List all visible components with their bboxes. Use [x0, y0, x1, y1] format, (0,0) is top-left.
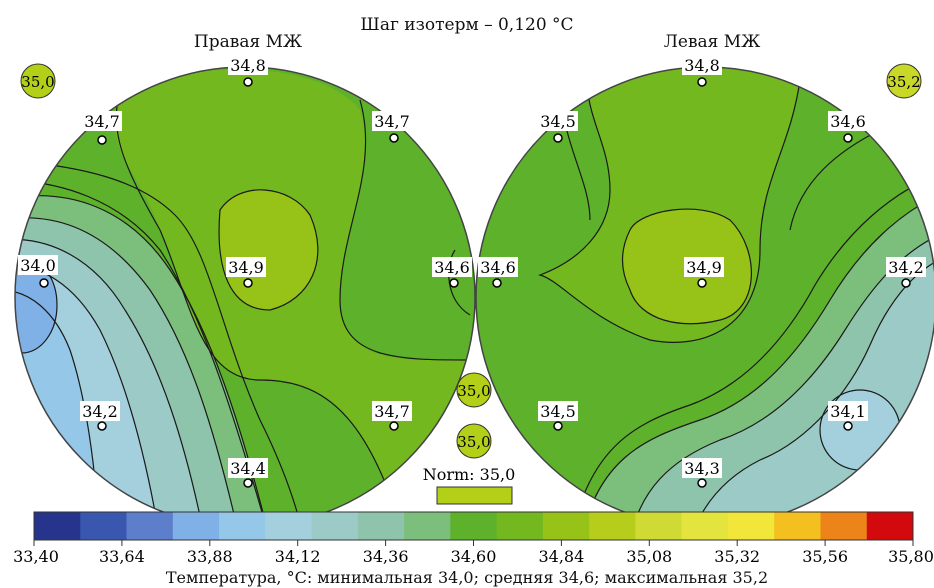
left-point-upper-left-value: 34,5 — [540, 112, 576, 131]
scale-tick-label: 35,56 — [802, 547, 848, 566]
right-point-bottom: 34,4 — [228, 458, 268, 488]
left-point-center: 34,9 — [684, 257, 724, 288]
left-point-upper-left: 34,5 — [538, 111, 578, 143]
middle-badge-lower-value: 35,0 — [457, 433, 490, 451]
right-point-bottom-value: 34,4 — [230, 459, 266, 478]
left-point-center-value: 34,9 — [686, 258, 722, 277]
right-point-upper-left-value: 34,7 — [84, 112, 120, 131]
left-point-top-value: 34,8 — [684, 56, 720, 75]
left-breast-label: Левая МЖ — [664, 32, 761, 52]
corner-badge-right: 35,0 — [20, 63, 56, 99]
scale-tick-label: 35,32 — [714, 547, 760, 566]
corner-badge-left: 35,2 — [886, 63, 922, 99]
scale-swatch — [727, 512, 775, 540]
temperature-summary: Температура, °C: минимальная 34,0; средн… — [166, 568, 768, 587]
right-point-center-value: 34,9 — [228, 258, 264, 277]
scale-swatch — [542, 512, 590, 540]
scale-tick-label: 34,60 — [451, 547, 497, 566]
right-point-center: 34,9 — [226, 257, 266, 288]
scale-tick-label: 34,84 — [538, 547, 584, 566]
scale-swatch — [219, 512, 266, 540]
scale-swatch — [311, 512, 359, 540]
left-point-lower-left-value: 34,5 — [540, 402, 576, 421]
left-point-top: 34,8 — [682, 55, 722, 87]
scale-tick-label: 33,40 — [13, 547, 59, 566]
scale-swatch — [589, 512, 636, 540]
scale-swatch — [172, 512, 220, 540]
right-point-lower-right: 34,7 — [372, 401, 412, 431]
scale-swatch — [681, 512, 729, 540]
right-point-lower-right-value: 34,7 — [374, 402, 410, 421]
left-point-bottom: 34,3 — [682, 458, 722, 488]
right-point-upper-right: 34,7 — [372, 111, 412, 143]
corner-badge-right-value: 35,0 — [21, 73, 54, 91]
scale-tick-label: 35,80 — [888, 547, 934, 566]
scale-tick-label: 33,88 — [187, 547, 233, 566]
middle-badge-upper-value: 35,0 — [457, 382, 490, 400]
left-point-upper-right: 34,6 — [828, 111, 868, 143]
middle-badge-lower: 35,0 — [456, 423, 492, 459]
left-point-upper-right-value: 34,6 — [830, 112, 866, 131]
left-point-left-value: 34,6 — [480, 258, 516, 277]
corner-badge-left-value: 35,2 — [887, 73, 920, 91]
right-breast-map — [14, 66, 476, 528]
right-point-top: 34,8 — [228, 55, 268, 87]
right-point-right-value: 34,6 — [434, 258, 470, 277]
right-point-lower-left: 34,2 — [80, 401, 120, 431]
right-point-upper-left: 34,7 — [82, 111, 122, 145]
scale-swatch — [265, 512, 313, 540]
norm-swatch — [436, 486, 513, 505]
scale-swatch — [450, 512, 498, 540]
scale-tick-label: 34,36 — [363, 547, 409, 566]
left-point-lower-right-value: 34,1 — [830, 402, 866, 421]
scale-swatch — [80, 512, 128, 540]
right-point-top-value: 34,8 — [230, 56, 266, 75]
left-point-left: 34,6 — [478, 257, 518, 288]
temperature-scale-ticks: 33,40 33,64 33,88 34,12 34,36 34,60 34,84 35,08… — [13, 540, 934, 566]
scale-swatch — [126, 512, 174, 540]
norm-label: Norm: 35,0 — [423, 465, 516, 484]
left-point-right-value: 34,2 — [888, 258, 924, 277]
scale-swatch — [404, 512, 451, 540]
middle-badge-upper: 35,0 — [456, 372, 492, 408]
scale-tick-label: 35,08 — [626, 547, 672, 566]
right-point-left-value: 34,0 — [20, 256, 56, 275]
isotherm-step-title: Шаг изотерм – 0,120 °C — [360, 15, 573, 35]
temperature-scale-bar — [33, 511, 914, 541]
left-point-bottom-value: 34,3 — [684, 459, 720, 478]
right-point-upper-right-value: 34,7 — [374, 112, 410, 131]
right-breast-label: Правая МЖ — [194, 32, 302, 52]
scale-swatch — [635, 512, 683, 540]
right-point-right: 34,6 — [432, 257, 472, 288]
left-point-lower-left: 34,5 — [538, 401, 578, 431]
scale-swatch — [496, 512, 544, 540]
right-point-left: 34,0 — [18, 255, 58, 288]
scale-swatch — [820, 512, 868, 540]
scale-tick-label: 33,64 — [99, 547, 145, 566]
scale-swatch — [774, 512, 821, 540]
left-point-lower-right: 34,1 — [828, 401, 868, 431]
scale-swatch — [866, 512, 914, 540]
scale-swatch — [357, 512, 405, 540]
right-point-lower-left-value: 34,2 — [82, 402, 118, 421]
scale-tick-label: 34,12 — [275, 547, 321, 566]
scale-swatch — [34, 512, 81, 540]
left-point-right: 34,2 — [886, 257, 926, 288]
